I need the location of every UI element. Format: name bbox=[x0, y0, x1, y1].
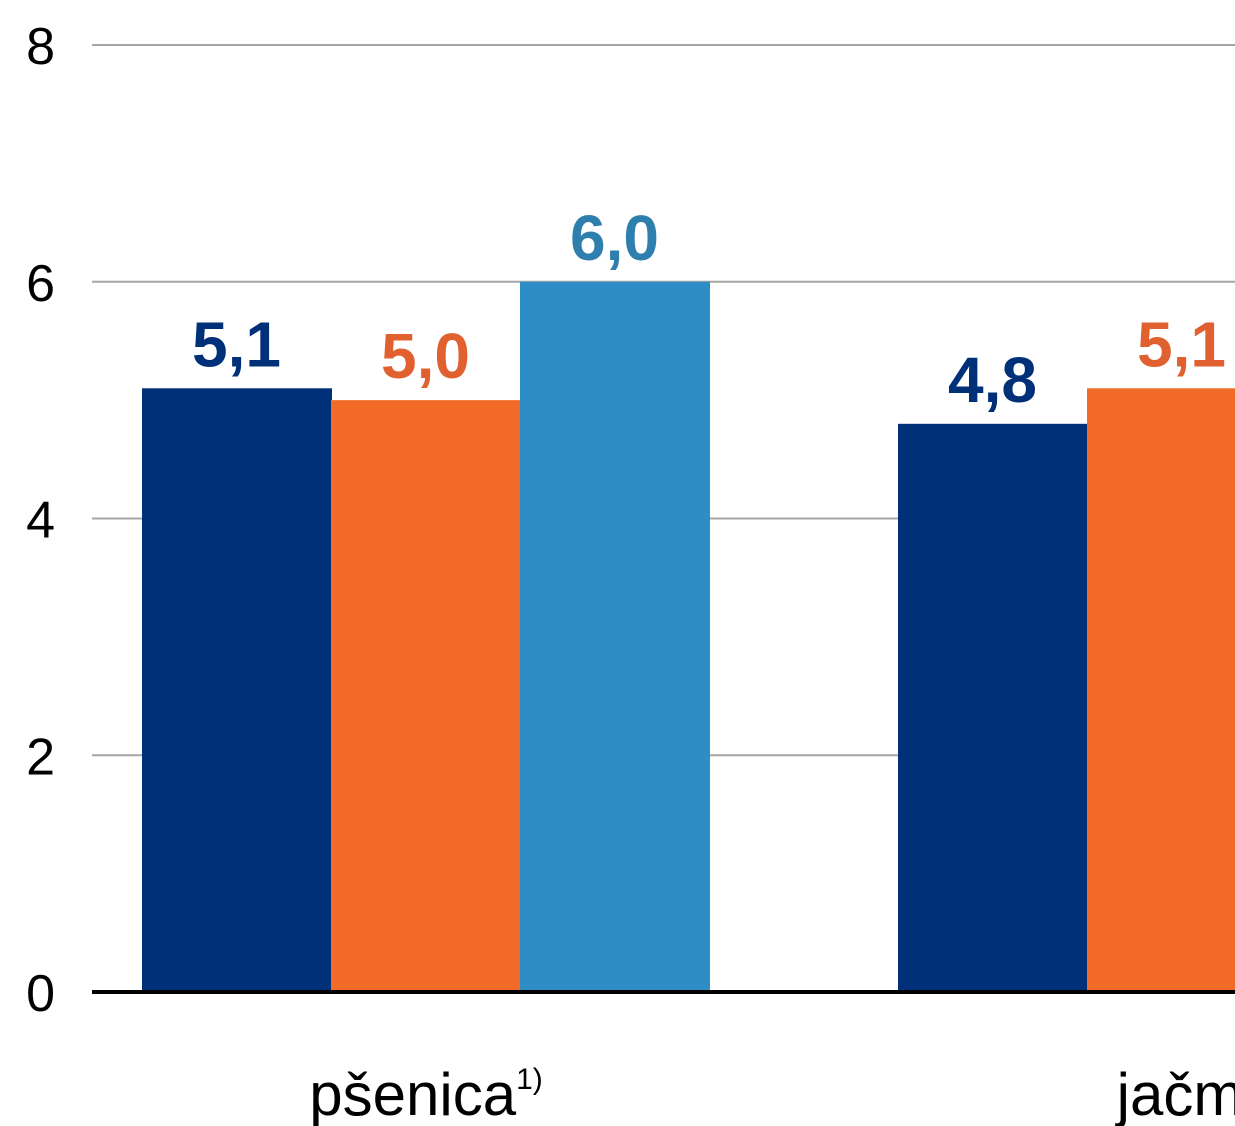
y-tick-label: 8 bbox=[26, 18, 55, 76]
bar bbox=[520, 281, 710, 992]
y-tick-label: 2 bbox=[26, 728, 55, 786]
data-labels: 5,1 4,8 5,0 5,1 6,0 bbox=[192, 202, 1226, 416]
x-category-text: pšenica bbox=[309, 1061, 516, 1126]
bar bbox=[898, 423, 1088, 992]
y-tick-label: 6 bbox=[26, 255, 55, 313]
y-tick-label: 0 bbox=[26, 965, 55, 1023]
bar bbox=[331, 400, 521, 992]
bars bbox=[142, 281, 1235, 993]
data-label: 5,0 bbox=[381, 320, 470, 392]
x-category-text: jačm bbox=[1115, 1061, 1235, 1126]
data-label: 4,8 bbox=[948, 344, 1037, 416]
x-axis-categories: pšenica1) jačm bbox=[309, 1061, 1235, 1126]
bar bbox=[142, 388, 332, 993]
bar bbox=[1087, 388, 1235, 993]
x-category-label: jačm bbox=[1115, 1061, 1235, 1126]
x-category-footnote: 1) bbox=[516, 1063, 543, 1096]
data-label: 5,1 bbox=[1137, 308, 1226, 380]
data-label: 6,0 bbox=[570, 202, 659, 274]
data-label: 5,1 bbox=[192, 308, 281, 380]
y-tick-label: 4 bbox=[26, 492, 55, 550]
y-axis-ticks: 0 2 4 6 8 bbox=[26, 18, 55, 1023]
x-category-label: pšenica1) bbox=[309, 1061, 543, 1126]
